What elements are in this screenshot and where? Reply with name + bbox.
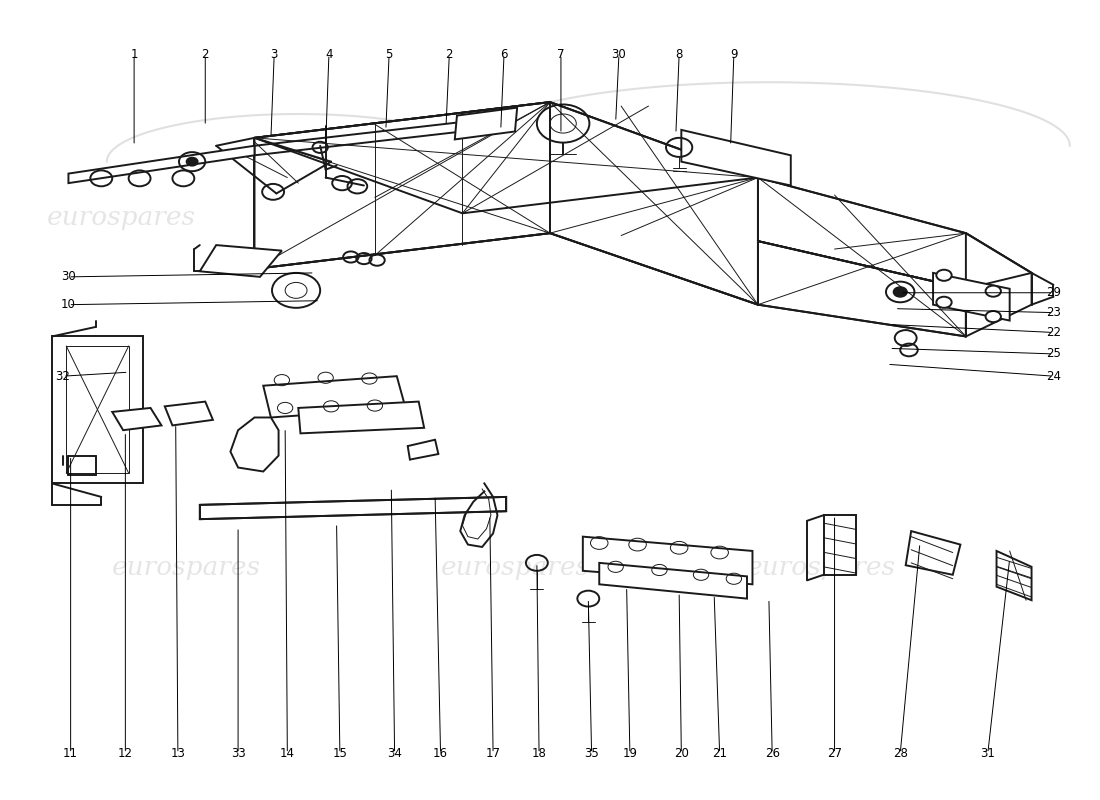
Polygon shape [550, 102, 758, 305]
Circle shape [893, 287, 906, 297]
Circle shape [986, 286, 1001, 297]
Text: 5: 5 [385, 48, 393, 61]
Polygon shape [298, 402, 425, 434]
Text: 22: 22 [1046, 326, 1060, 339]
Text: 9: 9 [730, 48, 738, 61]
Text: 10: 10 [60, 298, 76, 311]
Polygon shape [583, 537, 752, 584]
Text: 34: 34 [387, 747, 402, 760]
Polygon shape [997, 551, 1032, 600]
Text: 15: 15 [332, 747, 348, 760]
Polygon shape [200, 497, 506, 519]
Polygon shape [758, 241, 966, 337]
Text: eurospares: eurospares [375, 206, 524, 230]
Circle shape [986, 311, 1001, 322]
Text: 35: 35 [584, 747, 600, 760]
Polygon shape [66, 346, 129, 473]
Text: 16: 16 [433, 747, 448, 760]
Text: eurospares: eurospares [747, 554, 896, 580]
Circle shape [936, 270, 952, 281]
Polygon shape [263, 376, 406, 418]
Polygon shape [905, 531, 960, 574]
Text: 20: 20 [674, 747, 689, 760]
Polygon shape [68, 146, 254, 183]
Text: 33: 33 [231, 747, 245, 760]
Text: 13: 13 [170, 747, 185, 760]
Polygon shape [254, 102, 550, 269]
Text: 7: 7 [558, 48, 564, 61]
Text: 11: 11 [63, 747, 78, 760]
Text: 14: 14 [279, 747, 295, 760]
Polygon shape [200, 245, 282, 277]
Text: 1: 1 [131, 48, 138, 61]
Circle shape [936, 297, 952, 308]
Text: eurospares: eurospares [441, 554, 590, 580]
Polygon shape [112, 408, 162, 430]
Text: 8: 8 [675, 48, 683, 61]
Text: eurospares: eurospares [46, 206, 196, 230]
Polygon shape [600, 563, 747, 598]
Polygon shape [454, 108, 517, 139]
Text: 23: 23 [1046, 306, 1060, 319]
Polygon shape [52, 337, 143, 483]
Polygon shape [933, 273, 1010, 321]
Text: 2: 2 [201, 48, 209, 61]
Text: 26: 26 [764, 747, 780, 760]
Text: 30: 30 [612, 48, 626, 61]
Text: 18: 18 [531, 747, 547, 760]
Text: 12: 12 [118, 747, 133, 760]
Text: 29: 29 [1046, 286, 1060, 299]
Text: eurospares: eurospares [703, 206, 852, 230]
Text: 30: 30 [62, 270, 76, 283]
Text: 17: 17 [485, 747, 501, 760]
Polygon shape [254, 102, 758, 214]
Polygon shape [824, 515, 857, 574]
Circle shape [187, 158, 198, 166]
Polygon shape [165, 402, 213, 426]
Text: 2: 2 [446, 48, 453, 61]
Polygon shape [681, 130, 791, 186]
Text: 19: 19 [623, 747, 637, 760]
Text: 4: 4 [326, 48, 332, 61]
Text: 25: 25 [1046, 347, 1060, 361]
Text: 32: 32 [55, 370, 70, 382]
Text: 6: 6 [500, 48, 508, 61]
Text: 27: 27 [827, 747, 843, 760]
Polygon shape [230, 418, 278, 471]
Text: 21: 21 [712, 747, 727, 760]
Polygon shape [966, 233, 1032, 337]
Text: 3: 3 [271, 48, 278, 61]
Text: 31: 31 [980, 747, 996, 760]
Text: 28: 28 [893, 747, 907, 760]
Polygon shape [758, 178, 1032, 289]
Text: 24: 24 [1046, 370, 1060, 382]
Text: eurospares: eurospares [112, 554, 261, 580]
